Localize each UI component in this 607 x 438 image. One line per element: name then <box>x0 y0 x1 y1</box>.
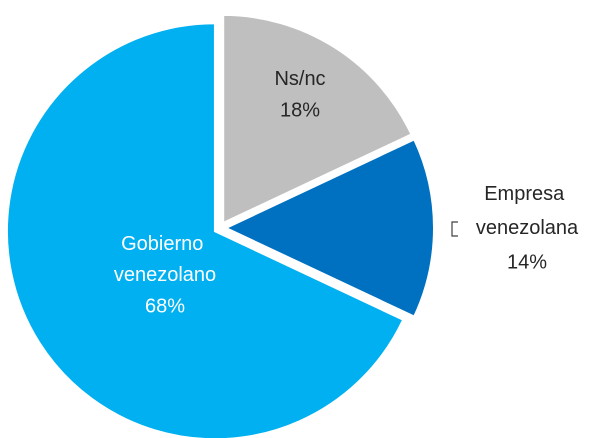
leader-line <box>451 221 458 237</box>
pie-slice <box>223 138 435 318</box>
slice-value-label: 14% <box>507 251 547 273</box>
slice-name: Gobierno venezolano <box>114 233 216 286</box>
slice-value-label: 18% <box>280 99 320 121</box>
slice-name: Ns/nc <box>274 68 325 90</box>
slice-name: Empresa venezolana <box>476 183 579 239</box>
pie-slice <box>5 22 405 438</box>
slice-value-label: 68% <box>145 295 185 317</box>
pie-slice <box>222 13 413 225</box>
